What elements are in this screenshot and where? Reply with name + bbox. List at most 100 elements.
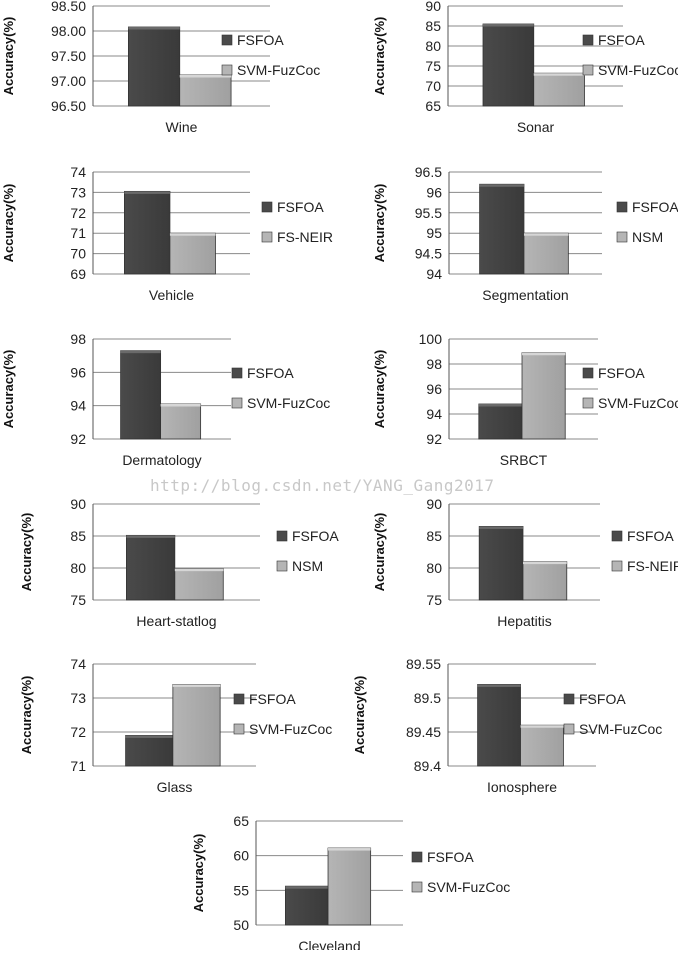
legend-label-svm-fuzcoc: SVM-FuzCoc xyxy=(427,879,510,895)
legend-swatch-fsfoa xyxy=(411,851,423,863)
bar-fsfoa xyxy=(479,183,525,275)
legend-swatch-svm-fuzcoc xyxy=(233,723,245,735)
bar-top-highlight xyxy=(522,561,567,565)
legend-swatch-svm-fuzcoc xyxy=(582,64,594,76)
y-tick-label: 96 xyxy=(426,184,442,200)
y-tick-label: 89.45 xyxy=(406,724,441,740)
y-axis-label: Accuracy(%) xyxy=(1,17,16,96)
chart-panel-ionosphere: 89.4 89.45 89.5 89.55 Accuracy(%) Ionosphere F… xyxy=(352,656,662,795)
y-tick-label: 89.55 xyxy=(406,656,441,672)
bar-top-highlight xyxy=(120,350,161,354)
bar-svm-fuzcoc xyxy=(327,847,372,926)
bar-svm-fuzcoc xyxy=(521,352,566,440)
legend-swatch-svm-fuzcoc xyxy=(221,64,233,76)
y-tick-label: 70 xyxy=(70,246,86,262)
bar-top-highlight xyxy=(169,233,216,236)
y-axis-label: Accuracy(%) xyxy=(372,350,387,429)
chart-panel-heart-statlog: 75 80 85 90 Accuracy(%) Heart-statlog FSFOA NSM xyxy=(19,496,339,629)
y-tick-label: 90 xyxy=(425,0,441,14)
y-tick-label: 97.00 xyxy=(51,73,86,89)
bar-top-highlight xyxy=(128,27,180,30)
y-tick-label: 94 xyxy=(70,398,86,414)
x-axis-label: Ionosphere xyxy=(487,779,557,795)
legend-swatch-nsm xyxy=(616,231,628,243)
legend-label-nsm: NSM xyxy=(292,558,323,574)
chart-panel-segmentation: 94 94.5 95 95.5 96 96.5 Accuracy(%) Segmentatio… xyxy=(372,164,678,303)
bar-fsfoa xyxy=(478,403,523,440)
y-axis-label: Accuracy(%) xyxy=(1,350,16,429)
y-tick-label: 75 xyxy=(425,58,441,74)
legend-label-fsfoa: FSFOA xyxy=(277,199,324,215)
bar-fsfoa xyxy=(477,684,521,767)
y-tick-label: 75 xyxy=(70,592,86,608)
bar-top-highlight xyxy=(125,735,173,738)
y-tick-label: 96.5 xyxy=(415,164,442,180)
y-tick-label: 85 xyxy=(425,18,441,34)
y-tick-label: 89.5 xyxy=(414,690,441,706)
bar-top-highlight xyxy=(285,886,329,889)
legend-label-svm-fuzcoc: SVM-FuzCoc xyxy=(579,721,662,737)
y-axis-label: Accuracy(%) xyxy=(372,513,387,592)
bar-top-highlight xyxy=(160,404,201,407)
legend-label-svm-fuzcoc: SVM-FuzCoc xyxy=(247,395,330,411)
legend-swatch-fs-neir xyxy=(261,231,273,243)
x-axis-label: Heart-statlog xyxy=(136,613,216,629)
y-tick-label: 96.50 xyxy=(51,98,86,114)
bar-nsm xyxy=(523,232,569,275)
chart-panel-cleveland: 50 55 60 65 Accuracy(%) Cleveland FSFOA SVM-Fuz… xyxy=(191,813,510,954)
legend-label-fsfoa: FSFOA xyxy=(292,528,339,544)
chart-panel-srbct: 92 94 96 98 100 Accuracy(%) SRBCT FSFOA SVM-FuzC… xyxy=(372,331,678,468)
y-tick-label: 90 xyxy=(426,496,442,512)
legend-swatch-fsfoa xyxy=(611,530,623,542)
legend-swatch-fsfoa xyxy=(261,201,273,213)
y-tick-label: 89.4 xyxy=(414,758,441,774)
y-tick-label: 65 xyxy=(233,813,249,829)
y-tick-label: 50 xyxy=(233,917,249,933)
x-axis-label: Hepatitis xyxy=(497,613,551,629)
bar-fsfoa xyxy=(478,526,524,601)
legend-swatch-fsfoa xyxy=(233,693,245,705)
legend-label-fsfoa: FSFOA xyxy=(598,365,645,381)
y-tick-label: 70 xyxy=(425,78,441,94)
legend-swatch-fs-neir xyxy=(611,560,623,572)
legend-label-fsfoa: FSFOA xyxy=(237,32,284,48)
legend-swatch-svm-fuzcoc xyxy=(563,723,575,735)
bar-top-highlight xyxy=(522,352,566,356)
chart-panel-dermatology: 92 94 96 98 Accuracy(%) Dermatology FSFOA SVM-F… xyxy=(1,331,330,468)
legend-label-nsm: NSM xyxy=(632,229,663,245)
bar-fs-neir xyxy=(522,561,568,601)
y-tick-label: 69 xyxy=(70,266,86,282)
bar-svm-fuzcoc xyxy=(533,72,585,107)
y-tick-label: 92 xyxy=(70,431,86,447)
bar-svm-fuzcoc xyxy=(179,74,232,107)
legend-swatch-svm-fuzcoc xyxy=(411,881,423,893)
bar-fsfoa xyxy=(482,23,535,107)
y-tick-label: 98 xyxy=(426,356,442,372)
legend-label-fsfoa: FSFOA xyxy=(598,32,645,48)
legend-swatch-fsfoa xyxy=(582,34,594,46)
y-tick-label: 97.50 xyxy=(51,48,86,64)
bar-top-highlight xyxy=(172,684,221,687)
x-axis-label: Sonar xyxy=(517,119,555,135)
chart-panel-sonar: 65 70 75 80 85 90 Accuracy(%) Sonar FSFOA SVM-Fuz… xyxy=(372,0,678,135)
legend-label-fs-neir: FS-NEIR xyxy=(277,229,333,245)
y-tick-label: 73 xyxy=(70,690,86,706)
y-tick-label: 96 xyxy=(426,381,442,397)
legend-swatch-fsfoa xyxy=(616,201,628,213)
bar-top-highlight xyxy=(179,75,232,78)
legend-swatch-nsm xyxy=(276,560,288,572)
legend-label-svm-fuzcoc: SVM-FuzCoc xyxy=(598,395,678,411)
bar-fsfoa xyxy=(284,885,329,926)
chart-panel-glass: 71 72 73 74 Accuracy(%) Glass FSFOA SVM-FuzCoc xyxy=(19,656,332,795)
bar-top-highlight xyxy=(174,568,224,572)
chart-panel-vehicle: 69 70 71 72 73 74 Accuracy(%) Vehicle FSFOA FS-NE… xyxy=(1,164,333,303)
bar-top-highlight xyxy=(126,535,175,538)
y-tick-label: 94 xyxy=(426,266,442,282)
legend-swatch-svm-fuzcoc xyxy=(231,397,243,409)
legend-swatch-fsfoa xyxy=(563,693,575,705)
y-axis-label: Accuracy(%) xyxy=(19,676,34,755)
bar-fsfoa xyxy=(124,190,171,275)
y-tick-label: 71 xyxy=(70,758,86,774)
y-tick-label: 94 xyxy=(426,406,442,422)
